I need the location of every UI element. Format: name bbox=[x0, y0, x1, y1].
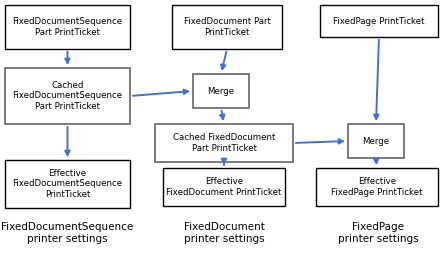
Text: FixedDocument Part
PrintTicket: FixedDocument Part PrintTicket bbox=[183, 17, 270, 37]
Text: Cached
FixedDocumentSequence
Part PrintTicket: Cached FixedDocumentSequence Part PrintT… bbox=[12, 81, 123, 111]
Text: FixedPage PrintTicket: FixedPage PrintTicket bbox=[333, 17, 425, 25]
Bar bbox=[155, 124, 293, 162]
Bar bbox=[172, 5, 282, 49]
Bar bbox=[163, 168, 285, 206]
Text: Effective
FixedPage PrintTicket: Effective FixedPage PrintTicket bbox=[331, 177, 423, 197]
Text: FixedDocumentSequence
Part PrintTicket: FixedDocumentSequence Part PrintTicket bbox=[12, 17, 123, 37]
Text: FixedPage
printer settings: FixedPage printer settings bbox=[338, 222, 418, 244]
Bar bbox=[316, 168, 438, 206]
Text: FixedDocument
printer settings: FixedDocument printer settings bbox=[183, 222, 265, 244]
Bar bbox=[5, 5, 130, 49]
Bar bbox=[5, 68, 130, 124]
Text: Effective
FixedDocumentSequence
PrintTicket: Effective FixedDocumentSequence PrintTic… bbox=[12, 169, 123, 199]
Text: Merge: Merge bbox=[362, 137, 389, 146]
Text: Effective
FixedDocument PrintTicket: Effective FixedDocument PrintTicket bbox=[166, 177, 281, 197]
Text: Cached FixedDocument
Part PrintTicket: Cached FixedDocument Part PrintTicket bbox=[173, 133, 275, 153]
Text: FixedDocumentSequence
printer settings: FixedDocumentSequence printer settings bbox=[1, 222, 133, 244]
Bar bbox=[193, 74, 249, 108]
Bar bbox=[348, 124, 404, 158]
Text: Merge: Merge bbox=[207, 86, 234, 95]
Bar bbox=[5, 160, 130, 208]
Bar bbox=[320, 5, 438, 37]
